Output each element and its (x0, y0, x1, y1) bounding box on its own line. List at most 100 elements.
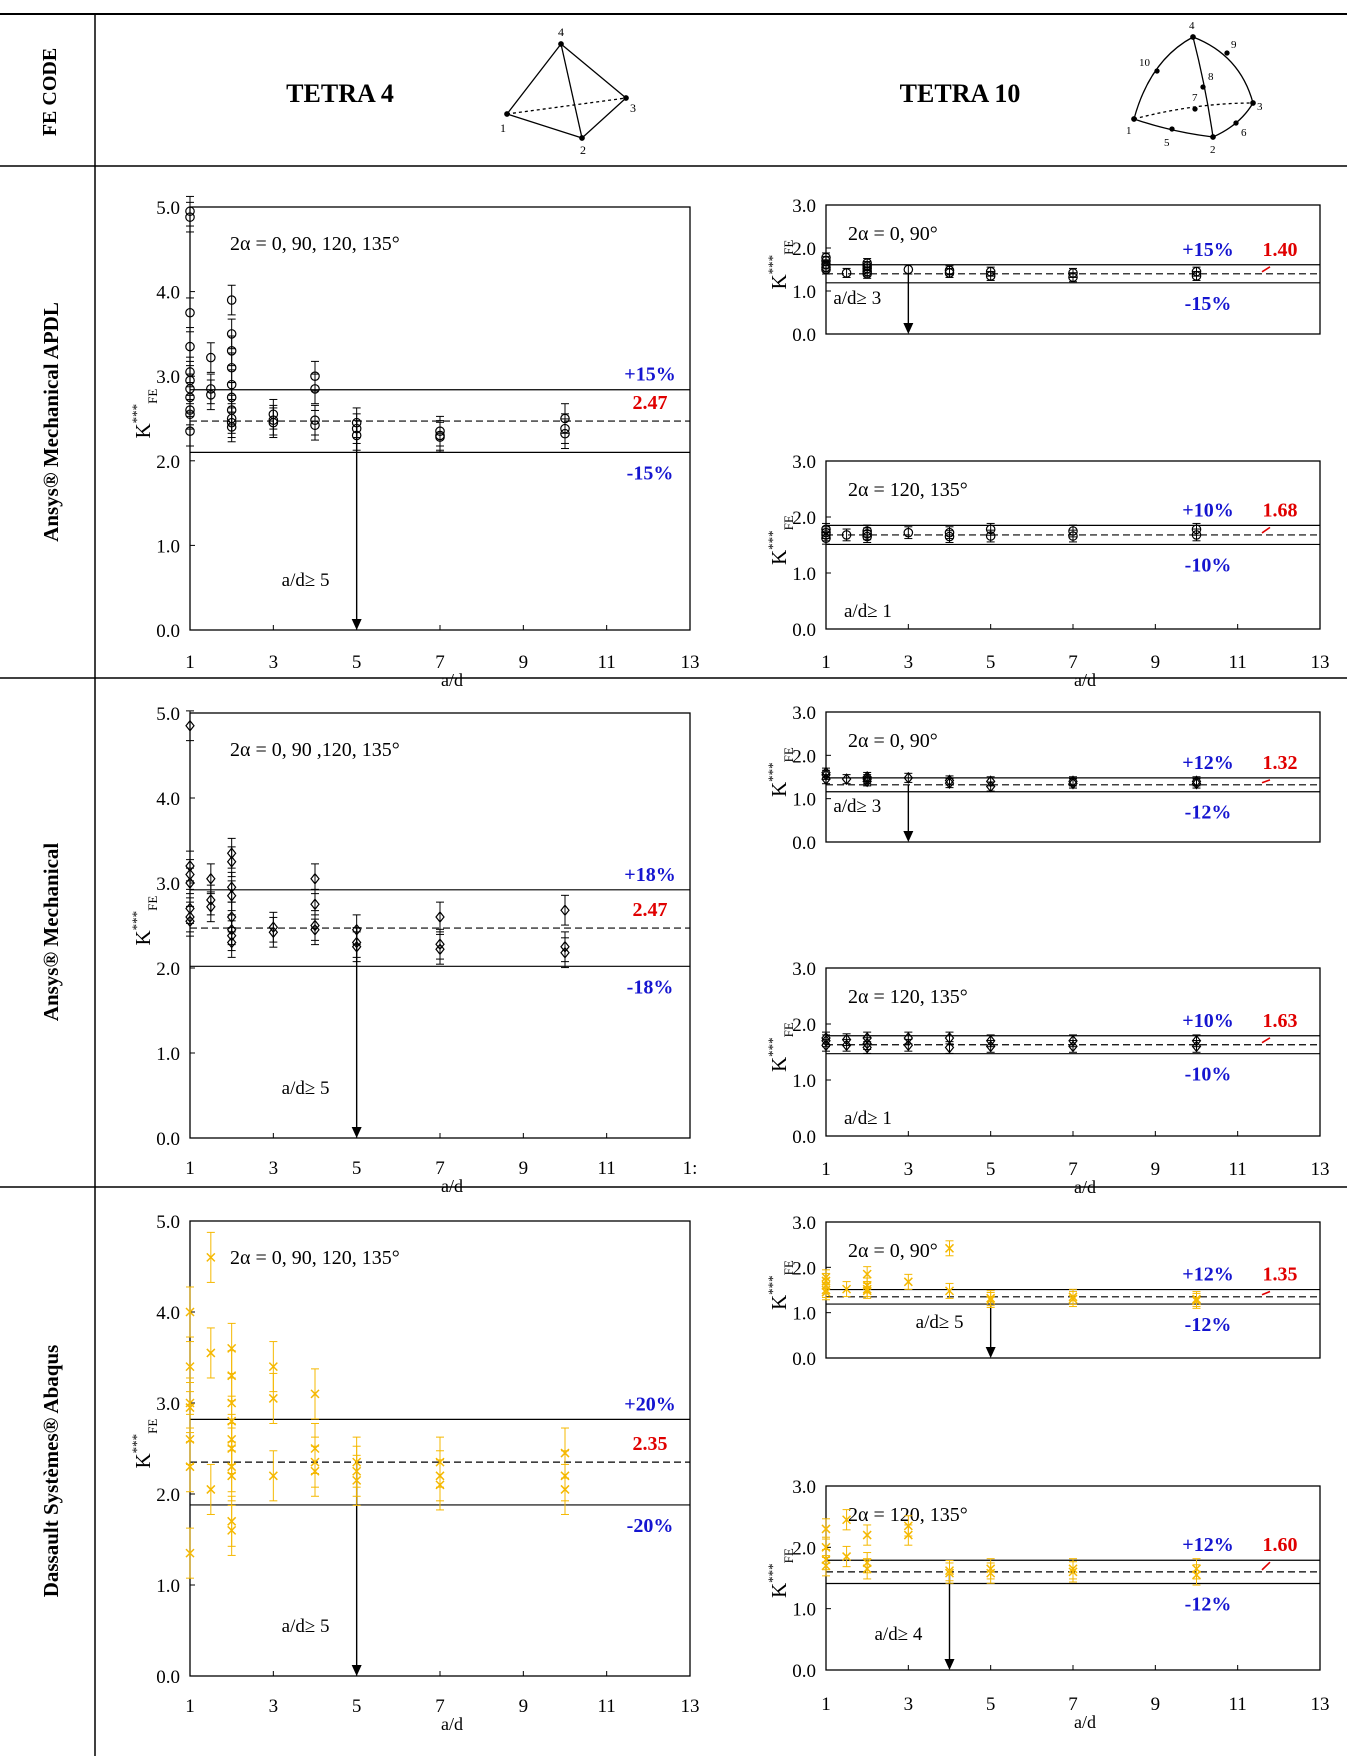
data-point (435, 1480, 445, 1490)
upper-band-label: +12% (1182, 1534, 1233, 1556)
y-tick-label: 2.0 (792, 239, 816, 260)
y-tick-label: 2.0 (156, 452, 180, 473)
y-axis-label: K***FE (765, 1548, 796, 1598)
tetra10-element-sketch (1131, 34, 1256, 140)
y-axis-label-superscript: *** (765, 1037, 780, 1057)
mean-value-label: 2.35 (633, 1433, 668, 1455)
y-tick-label: 3.0 (792, 703, 816, 724)
data-point (985, 271, 996, 281)
data-point (986, 1568, 996, 1578)
threshold-arrowhead (903, 323, 914, 334)
data-point (185, 1462, 195, 1472)
threshold-label: a/d≥ 5 (916, 1312, 964, 1333)
y-tick-label: 3.0 (792, 1213, 816, 1234)
chart-annotation: 2α = 0, 90, 120, 135° (230, 1247, 400, 1269)
y-axis-label: K***FE (129, 896, 160, 946)
data-point (821, 533, 831, 544)
data-point (185, 1362, 195, 1372)
y-tick-label: 3.0 (792, 959, 816, 980)
data-point (310, 898, 320, 911)
threshold-label: a/d≥ 3 (833, 796, 881, 817)
fe-code-header: FE CODE (39, 48, 61, 136)
tetra4-node-label: 3 (630, 101, 636, 115)
y-tick-label: 1.0 (792, 282, 816, 303)
data-point (268, 1393, 278, 1403)
chart-panel: 0.01.02.03.04.05.01 3 5 7 9 11 13a/dK***FE+20%… (129, 1212, 700, 1734)
data-point (185, 877, 195, 889)
upper-band-label: +20% (624, 1393, 675, 1415)
y-axis-label-superscript: *** (765, 762, 780, 782)
y-axis-label: K***FE (129, 389, 160, 439)
y-axis-label-subscript: FE (781, 1548, 796, 1563)
data-point (1068, 1294, 1078, 1304)
data-point (268, 926, 279, 939)
chart-panel: 0.0 1.0 2.0 3.0 4.0 5.0 1 3 5 7 9 11 1: a/d K***FE +18%… (129, 704, 697, 1196)
row-label-mechanical: Ansys® Mechanical (39, 843, 63, 1022)
tetra4-header: TETRA 4 (286, 79, 394, 108)
tetra4-node-label: 2 (580, 143, 586, 157)
y-tick-label: 3.0 (156, 874, 180, 895)
data-point (903, 264, 914, 275)
y-tick-label: 3.0 (792, 1477, 816, 1498)
data-point (310, 1389, 320, 1399)
table-frame (0, 13, 1347, 1756)
data-point (862, 1269, 872, 1279)
x-tick-label: 3 (904, 1694, 914, 1715)
data-point (1191, 530, 1202, 540)
mean-leader-line (1261, 1037, 1271, 1044)
tetra10-header: TETRA 10 (900, 79, 1021, 108)
data-point (842, 1284, 852, 1294)
x-tick-label: 11 (1229, 652, 1247, 673)
tetra10-node-label: 2 (1210, 144, 1216, 156)
x-tick-label: 7 (1068, 1159, 1078, 1180)
y-tick-label: 1.0 (792, 1600, 816, 1621)
x-tick-label: 7 (1068, 1694, 1078, 1715)
data-point (351, 430, 362, 441)
upper-band-label: +12% (1182, 1264, 1233, 1286)
x-tick-label: 5 (986, 1694, 996, 1715)
data-point (821, 264, 831, 275)
threshold-arrowhead (351, 1127, 362, 1138)
x-tick-label: 1 (821, 1159, 831, 1180)
y-tick-label: 0.0 (156, 621, 180, 642)
y-tick-label: 2.0 (792, 1538, 816, 1559)
upper-band-label: +12% (1182, 752, 1233, 774)
y-tick-label: 5.0 (156, 704, 180, 725)
data-point (1191, 1570, 1202, 1580)
mean-leader-line (1261, 526, 1271, 534)
x-tick-label: 3 (904, 1159, 914, 1180)
y-tick-label: 1.0 (792, 564, 816, 585)
x-tick-label: 13 (681, 1696, 700, 1717)
data-point (841, 530, 852, 540)
x-tick-label: 3 (269, 652, 279, 673)
y-axis-label: K***FE (129, 1419, 160, 1469)
lower-band-label: -10% (1185, 554, 1232, 576)
x-tick-label: 1 (821, 1694, 831, 1715)
y-tick-label: 0.0 (156, 1667, 180, 1688)
chart-annotation: 2α = 0, 90° (848, 223, 938, 245)
mean-leader-line (1261, 779, 1271, 784)
data-point (903, 1277, 913, 1287)
x-tick-label: 5 (352, 1696, 362, 1717)
y-axis-label: K***FE (765, 1260, 796, 1310)
data-point (268, 1362, 278, 1372)
data-point (841, 1039, 852, 1052)
data-point (226, 889, 237, 902)
y-axis-label-superscript: *** (765, 1563, 780, 1583)
x-tick-label: 1 (185, 1158, 195, 1179)
data-point (435, 943, 445, 956)
y-tick-label: 1.0 (156, 1576, 180, 1597)
lower-band-label: -20% (627, 1515, 674, 1537)
data-point (185, 307, 195, 318)
data-point (821, 1287, 831, 1297)
x-tick-label: 3 (269, 1158, 279, 1179)
data-point (944, 1568, 955, 1578)
threshold-arrowhead (903, 831, 914, 842)
y-axis-label-superscript: *** (129, 1434, 144, 1454)
chart-annotation: 2α = 0, 90 ,120, 135° (230, 739, 400, 761)
y-axis-label-subscript: FE (145, 896, 160, 911)
data-point (268, 1471, 278, 1481)
